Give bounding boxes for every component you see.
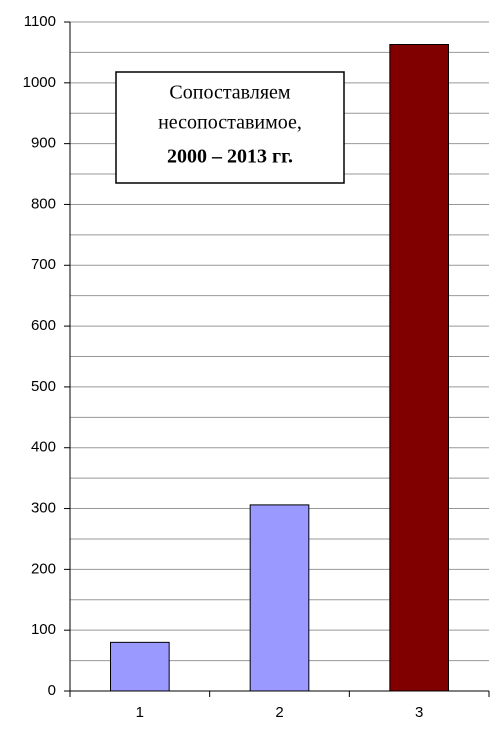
bar <box>110 641 170 692</box>
annotation-line: Сопоставляем <box>169 82 291 104</box>
bar <box>389 44 449 692</box>
bar <box>249 504 310 692</box>
y-tick-label: 900 <box>31 135 56 152</box>
annotation-line: несопоставимое, <box>158 112 302 134</box>
y-tick-label: 500 <box>31 378 56 395</box>
annotation-box <box>115 71 345 184</box>
x-tick-label: 3 <box>415 704 423 721</box>
y-tick-label: 1100 <box>24 13 56 30</box>
y-tick-label: 400 <box>31 439 56 456</box>
x-tick-label: 2 <box>275 704 283 721</box>
y-tick-label: 700 <box>31 256 56 273</box>
annotation-line: 2000 – 2013 гг. <box>167 146 293 168</box>
y-tick-label: 800 <box>31 195 56 212</box>
y-tick-label: 600 <box>31 317 56 334</box>
y-tick-label: 200 <box>31 560 56 577</box>
x-tick-label: 1 <box>136 704 144 721</box>
y-tick-label: 0 <box>48 682 56 699</box>
y-tick-label: 100 <box>31 621 56 638</box>
y-tick-label: 300 <box>31 500 56 517</box>
y-tick-label: 1000 <box>23 74 56 91</box>
